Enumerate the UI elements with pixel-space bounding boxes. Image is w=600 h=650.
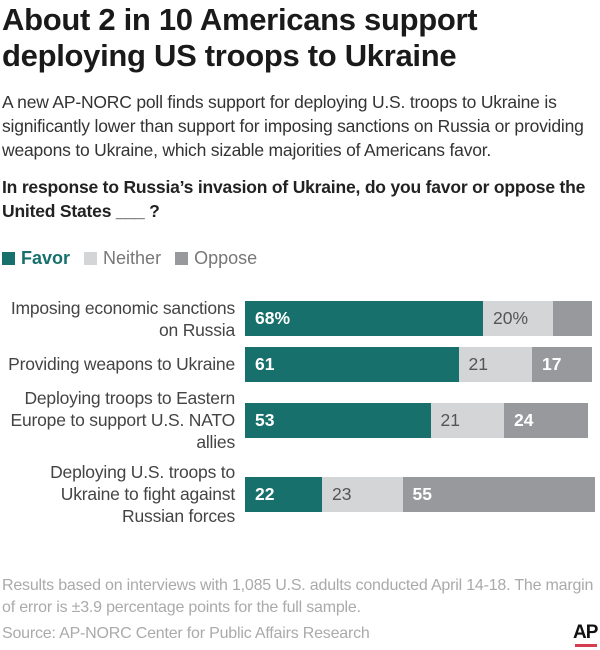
data-label-favor: 22: [255, 484, 275, 504]
data-label-neither: 23: [332, 484, 352, 504]
data-label-favor: 53: [255, 410, 275, 430]
category-label: Deploying U.S. troops to Ukraine to figh…: [50, 462, 235, 526]
data-label-neither: 20%: [493, 308, 529, 328]
bar-neither: 23: [322, 477, 403, 512]
bar-oppose: 24: [504, 403, 588, 438]
bar-favor: 53: [245, 403, 431, 438]
data-label-favor: 61: [255, 354, 275, 374]
legend: Favor Neither Oppose: [2, 248, 257, 269]
legend-item-oppose: Oppose: [175, 248, 257, 269]
legend-swatch-neither: [84, 252, 98, 265]
bar-favor: 61: [245, 347, 459, 382]
chart-subtitle: A new AP-NORC poll finds support for dep…: [2, 92, 584, 160]
data-label-neither: 21: [468, 354, 488, 374]
data-label-neither: 21: [440, 410, 460, 430]
methodology-note: Results based on interviews with 1,085 U…: [2, 577, 594, 616]
survey-question: In response to Russia’s invasion of Ukra…: [2, 177, 586, 221]
legend-swatch-favor: [2, 252, 15, 265]
legend-label-oppose: Oppose: [194, 248, 258, 268]
legend-label-favor: Favor: [21, 248, 71, 268]
bar-neither: 21: [430, 403, 504, 438]
ap-logo-underline: [575, 644, 597, 647]
bar-oppose: 55: [402, 477, 595, 512]
chart-title: About 2 in 10 Americans support deployin…: [2, 2, 478, 73]
data-label-oppose: 17: [542, 354, 562, 374]
legend-item-favor: Favor: [2, 248, 70, 269]
bar-neither: 21: [458, 347, 532, 382]
category-label: Deploying troops to Eastern Europe to su…: [10, 388, 236, 452]
data-label-oppose: 55: [412, 484, 432, 504]
data-label-oppose: 24: [514, 410, 534, 430]
bar-favor: 22: [245, 477, 322, 512]
legend-item-neither: Neither: [84, 248, 161, 269]
bar-favor: 68%: [245, 301, 483, 336]
legend-label-neither: Neither: [103, 248, 162, 268]
bar-neither: 20%: [483, 301, 553, 336]
bar-oppose: [553, 301, 592, 336]
bar-oppose: 17: [532, 347, 592, 382]
ap-logo: AP: [573, 622, 598, 643]
data-label-favor: 68%: [255, 308, 291, 328]
source-note: Source: AP-NORC Center for Public Affair…: [2, 625, 370, 642]
category-label: Imposing economic sanctions on Russia: [10, 298, 235, 340]
category-label: Providing weapons to Ukraine: [8, 354, 235, 374]
legend-swatch-oppose: [175, 252, 189, 265]
